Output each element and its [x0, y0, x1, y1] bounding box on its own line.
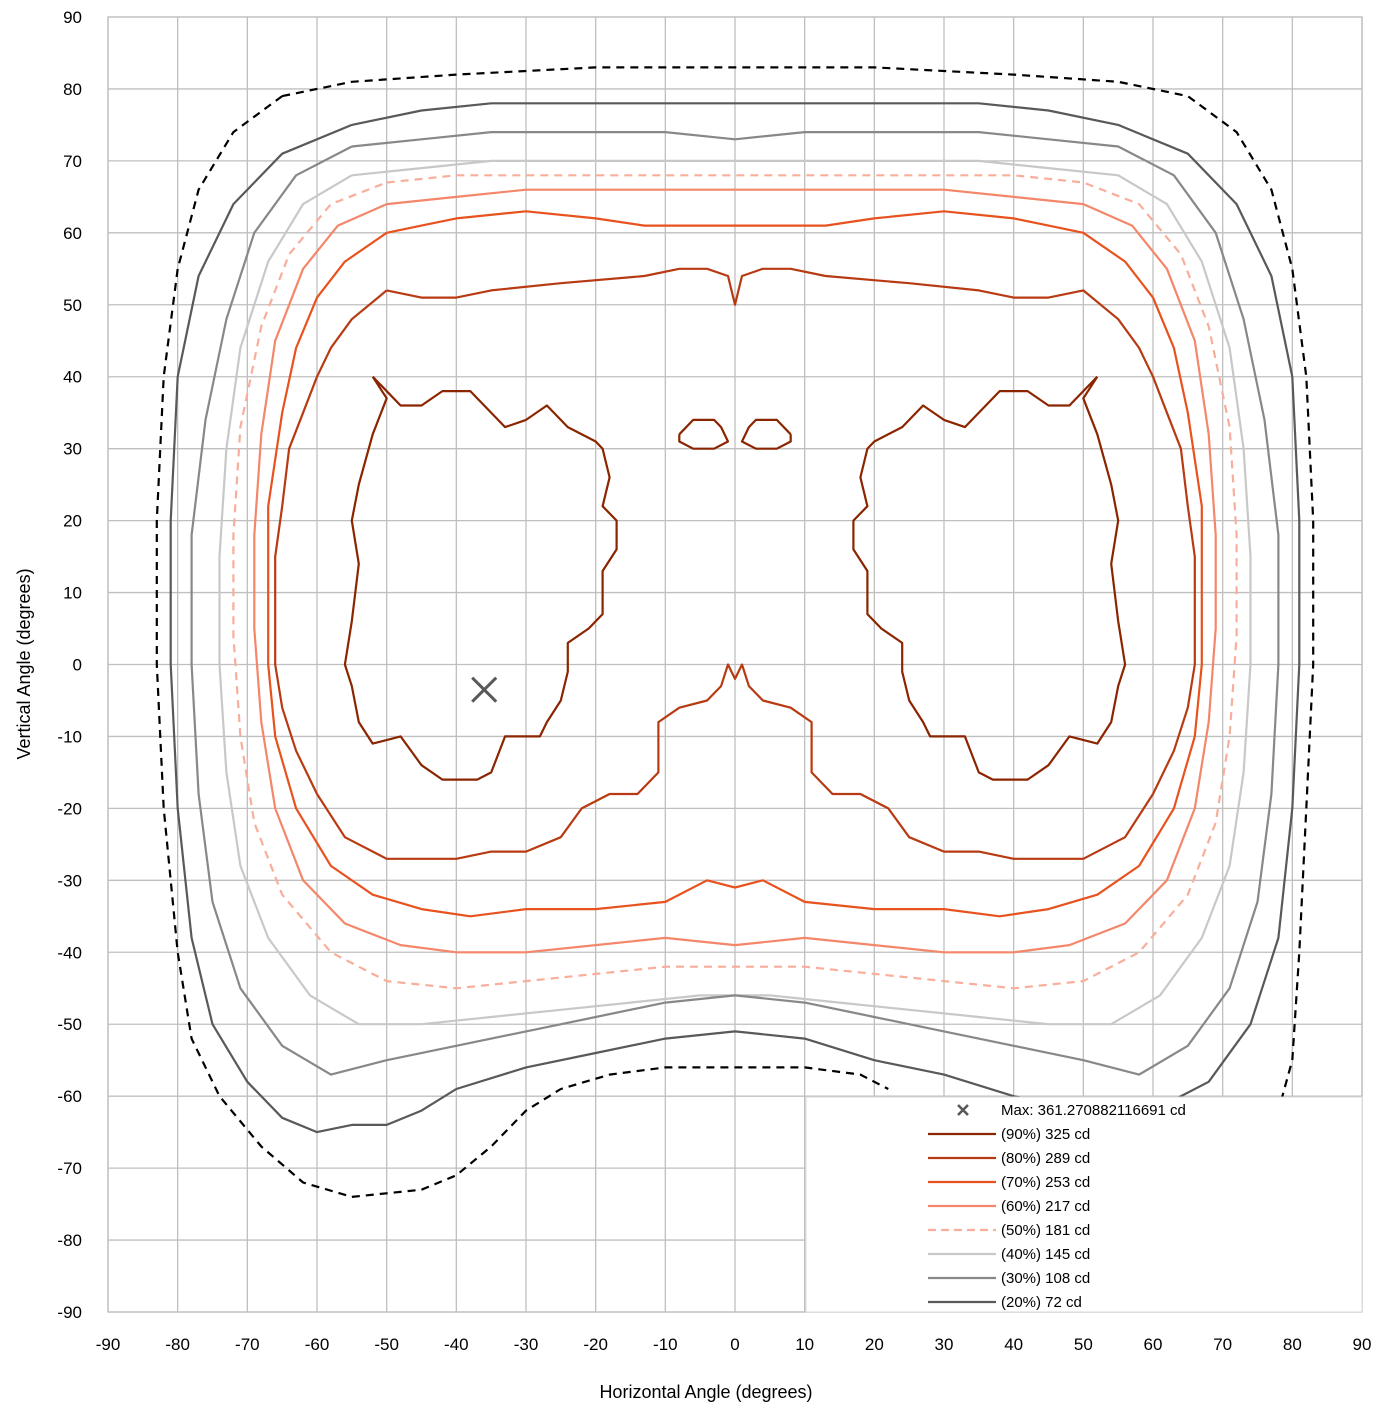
y-tick-label: 40: [63, 368, 82, 387]
contour-line: [218, 159, 1252, 1026]
y-tick-label: 70: [63, 152, 82, 171]
x-tick-label: -70: [235, 1335, 260, 1354]
legend-label: (60%) 217 cd: [1001, 1198, 1090, 1215]
legend-label: (50%) 181 cd: [1001, 1222, 1090, 1239]
y-tick-label: 0: [73, 656, 82, 675]
x-tick-label: 20: [865, 1335, 884, 1354]
contour-line: [190, 131, 1280, 1076]
legend-label: (20%) 72 cd: [1001, 1294, 1082, 1311]
y-tick-label: -40: [57, 943, 82, 962]
legend-label: (40%) 145 cd: [1001, 1246, 1090, 1263]
legend-label: (80%) 289 cd: [1001, 1150, 1090, 1167]
contour-line: [253, 188, 1217, 954]
x-tick-label: 40: [1004, 1335, 1023, 1354]
x-tick-label: -20: [583, 1335, 608, 1354]
y-tick-label: 90: [63, 8, 82, 27]
x-tick-labels: -90 -80 -70 -60 -50 -40 -30 -20 -10 0 10 20 30 40 50 60…: [96, 1335, 1372, 1354]
contour-line: [232, 174, 1238, 990]
legend-label: Max: 361.270882116691 cd: [1001, 1102, 1186, 1119]
legend-label: (30%) 108 cd: [1001, 1270, 1090, 1287]
contour-line: [155, 95, 889, 1198]
y-tick-label: 50: [63, 296, 82, 315]
contour-line: [274, 267, 1196, 860]
legend: Max: 361.270882116691 cd (90%) 325 cd (80%…: [805, 1096, 1363, 1313]
x-tick-label: 80: [1283, 1335, 1302, 1354]
contour-line: [678, 418, 730, 450]
y-axis-title: Vertical Angle (degrees): [14, 568, 34, 759]
x-tick-label: 10: [795, 1335, 814, 1354]
x-tick-label: 90: [1353, 1335, 1372, 1354]
contour-line: [852, 375, 1127, 781]
x-tick-label: -80: [165, 1335, 190, 1354]
legend-label: (70%) 253 cd: [1001, 1174, 1090, 1191]
x-tick-label: -40: [444, 1335, 469, 1354]
contour-lines: [155, 66, 1315, 1198]
x-tick-label: -30: [514, 1335, 539, 1354]
y-tick-label: -80: [57, 1231, 82, 1250]
max-marker: [471, 676, 498, 703]
x-tick-label: -50: [374, 1335, 399, 1354]
x-axis-title: Horizontal Angle (degrees): [599, 1382, 812, 1402]
y-tick-label: 60: [63, 224, 82, 243]
contour-line: [740, 418, 792, 450]
y-tick-label: -90: [57, 1303, 82, 1322]
plot-border: [107, 16, 1363, 1313]
y-tick-label: -50: [57, 1015, 82, 1034]
x-tick-label: -10: [653, 1335, 678, 1354]
y-tick-label: 80: [63, 80, 82, 99]
y-tick-label: -20: [57, 799, 82, 818]
legend-box: [805, 1096, 1363, 1313]
y-tick-label: -60: [57, 1087, 82, 1106]
contour-line: [281, 66, 1315, 1111]
y-tick-labels: 90 80 70 60 50 40 30 20 10 0 -10 -20 -30 -40 -50 -60 -70…: [57, 8, 82, 1322]
y-tick-label: -10: [57, 727, 82, 746]
x-tick-label: -60: [305, 1335, 330, 1354]
y-tick-label: 10: [63, 584, 82, 603]
y-tick-label: -70: [57, 1159, 82, 1178]
contour-line: [267, 210, 1203, 918]
x-tick-label: -90: [96, 1335, 121, 1354]
x-tick-label: 0: [730, 1335, 739, 1354]
x-tick-label: 50: [1074, 1335, 1093, 1354]
x-tick-label: 60: [1144, 1335, 1163, 1354]
y-tick-label: -30: [57, 871, 82, 890]
y-tick-label: 20: [63, 512, 82, 531]
x-tick-label: 70: [1213, 1335, 1232, 1354]
y-tick-label: 30: [63, 440, 82, 459]
legend-marker: [957, 1104, 969, 1116]
contour-line: [169, 102, 1301, 1134]
contour-line: [343, 375, 618, 781]
legend-label: (90%) 325 cd: [1001, 1126, 1090, 1143]
x-tick-label: 30: [935, 1335, 954, 1354]
max-point-marker: [471, 676, 498, 703]
